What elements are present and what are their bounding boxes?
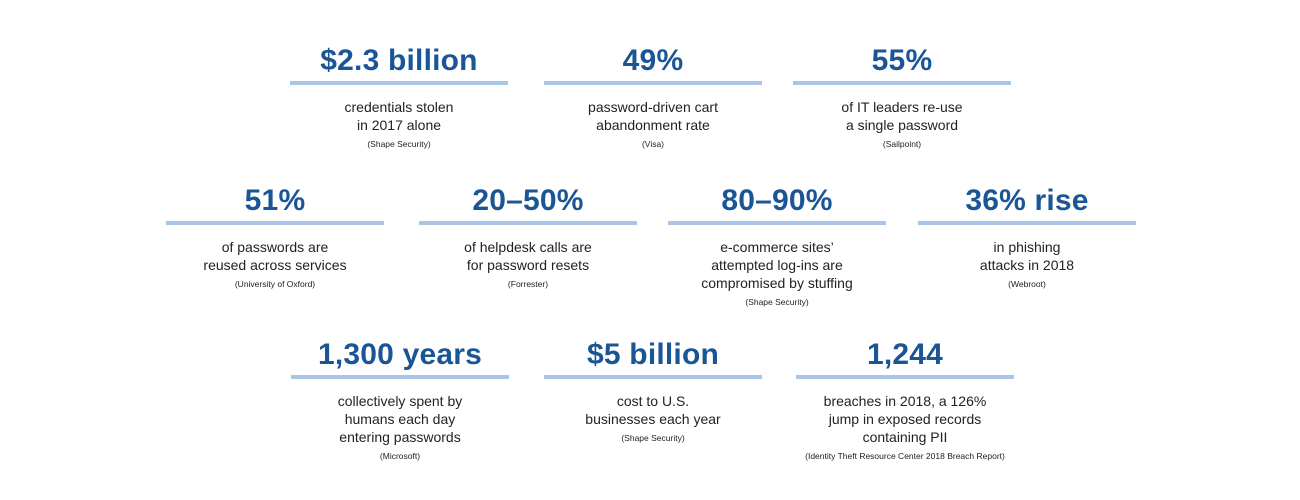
stat-description-line: reused across services — [203, 257, 347, 273]
stat-source: (Microsoft) — [379, 451, 421, 461]
stat-value: 20–50% — [472, 184, 584, 217]
stat-source: (University of Oxford) — [234, 279, 316, 289]
stat-divider — [166, 221, 384, 225]
stat-value: $2.3 billion — [320, 44, 478, 77]
stat-password-reuse: 51% of passwords are reused across servi… — [166, 183, 384, 290]
stat-description-line: containing PII — [862, 429, 948, 445]
stat-divider — [544, 81, 762, 85]
stat-divider — [291, 375, 509, 379]
stat-divider — [668, 221, 886, 225]
stat-description-line: for password resets — [466, 257, 590, 273]
stat-source: (Identity Theft Resource Center 2018 Bre… — [805, 451, 1005, 461]
stat-time-spent: 1,300 years collectively spent by humans… — [291, 337, 509, 462]
stat-value: $5 billion — [586, 338, 720, 371]
stat-it-leaders-reuse: 55% of IT leaders re-use a single passwo… — [793, 43, 1011, 150]
stat-description: in phishing attacks in 2018 — [918, 238, 1136, 274]
stat-value: 80–90% — [721, 184, 833, 217]
stat-description: of passwords are reused across services — [166, 238, 384, 274]
stat-description-line: breaches in 2018, a 126% — [823, 393, 987, 409]
stat-credential-stuffing: 80–90% e-commerce sites’ attempted log-i… — [668, 183, 886, 308]
stat-description-line: humans each day — [344, 411, 456, 427]
stat-divider — [918, 221, 1136, 225]
stat-description-line: in 2017 alone — [356, 117, 442, 133]
stat-description-line: entering passwords — [339, 429, 461, 445]
stat-source: (Sailpoint) — [882, 139, 922, 149]
stat-divider — [796, 375, 1014, 379]
stat-source: (Forrester) — [507, 279, 549, 289]
stat-description-line: e-commerce sites’ — [720, 239, 834, 255]
stat-source: (Visa) — [641, 139, 665, 149]
stat-source: (Shape Security) — [367, 139, 431, 149]
stat-source: (Shape Security) — [621, 433, 685, 443]
stat-description: password-driven cart abandonment rate — [544, 98, 762, 134]
stat-description-line: attempted log-ins are — [711, 257, 843, 273]
stat-divider — [544, 375, 762, 379]
stat-description: cost to U.S. businesses each year — [544, 392, 762, 428]
stat-description-line: of helpdesk calls are — [464, 239, 592, 255]
stat-description-line: jump in exposed records — [828, 411, 982, 427]
stat-description-line: password-driven cart — [588, 99, 718, 115]
stat-cart-abandonment: 49% password-driven cart abandonment rat… — [544, 43, 762, 150]
stat-value: 55% — [871, 44, 933, 77]
stat-business-cost: $5 billion cost to U.S. businesses each … — [544, 337, 762, 444]
stat-helpdesk-calls: 20–50% of helpdesk calls are for passwor… — [419, 183, 637, 290]
stat-value: 36% rise — [965, 184, 1089, 217]
stat-description-line: businesses each year — [585, 411, 721, 427]
stat-description-line: attacks in 2018 — [979, 257, 1075, 273]
stat-description: of helpdesk calls are for password reset… — [419, 238, 637, 274]
stat-description: collectively spent by humans each day en… — [291, 392, 509, 446]
stat-value: 51% — [244, 184, 306, 217]
stat-description: e-commerce sites’ attempted log-ins are … — [668, 238, 886, 292]
stat-description-line: credentials stolen — [344, 99, 454, 115]
stat-divider — [793, 81, 1011, 85]
stat-credentials-stolen: $2.3 billion credentials stolen in 2017 … — [290, 43, 508, 150]
stat-source: (Shape Security) — [745, 297, 809, 307]
stat-description-line: a single password — [845, 117, 959, 133]
stat-description-line: compromised by stuffing — [701, 275, 853, 291]
stat-description-line: of passwords are — [221, 239, 329, 255]
stat-source: (Webroot) — [1008, 279, 1046, 289]
stat-divider — [419, 221, 637, 225]
stat-description: of IT leaders re-use a single password — [793, 98, 1011, 134]
stat-description-line: abandonment rate — [596, 117, 710, 133]
stat-description-line: cost to U.S. — [616, 393, 690, 409]
stat-value: 1,300 years — [317, 338, 483, 371]
stat-description-line: collectively spent by — [337, 393, 463, 409]
stat-breaches: 1,244 breaches in 2018, a 126% jump in e… — [796, 337, 1014, 462]
stat-description-line: in phishing — [993, 239, 1061, 255]
stat-description-line: of IT leaders re-use — [841, 99, 963, 115]
stat-value: 1,244 — [866, 338, 944, 371]
stat-divider — [290, 81, 508, 85]
stat-value: 49% — [622, 44, 684, 77]
stat-phishing-rise: 36% rise in phishing attacks in 2018 (We… — [918, 183, 1136, 290]
stat-description: credentials stolen in 2017 alone — [290, 98, 508, 134]
stat-description: breaches in 2018, a 126% jump in exposed… — [796, 392, 1014, 446]
